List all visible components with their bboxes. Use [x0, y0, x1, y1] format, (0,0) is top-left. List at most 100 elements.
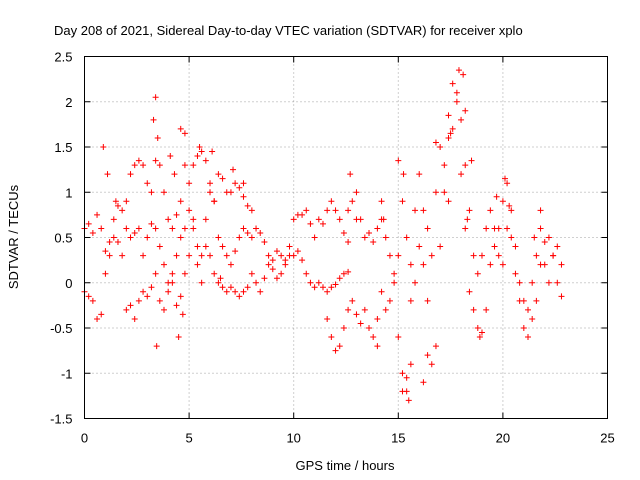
data-point: [374, 343, 381, 350]
x-tick-label: 5: [185, 431, 192, 446]
data-point: [512, 270, 519, 277]
x-tick-label: 0: [81, 431, 88, 446]
data-point: [407, 361, 414, 368]
y-tick-label: 2.5: [54, 50, 72, 65]
data-point: [173, 211, 180, 218]
data-point: [441, 162, 448, 169]
chart-title: Day 208 of 2021, Sidereal Day-to-day VTE…: [54, 23, 523, 38]
data-point: [169, 279, 176, 286]
x-tick-label: 15: [391, 431, 405, 446]
data-point: [487, 261, 494, 268]
data-point: [533, 297, 540, 304]
data-point: [420, 207, 427, 214]
data-point: [106, 252, 113, 259]
data-point: [232, 288, 239, 295]
data-point: [525, 306, 532, 313]
data-point: [177, 125, 184, 132]
data-point: [181, 225, 188, 232]
data-point: [110, 234, 117, 241]
data-point: [177, 198, 184, 205]
data-point: [370, 334, 377, 341]
data-point: [391, 279, 398, 286]
data-point: [508, 234, 515, 241]
data-point: [483, 306, 490, 313]
data-point: [432, 343, 439, 350]
data-point: [282, 261, 289, 268]
data-point: [311, 234, 318, 241]
data-point: [131, 162, 138, 169]
data-point: [462, 225, 469, 232]
data-point: [395, 157, 402, 164]
data-point: [380, 216, 387, 223]
data-point: [257, 288, 264, 295]
data-point: [416, 243, 423, 250]
data-point: [240, 180, 247, 187]
data-point: [541, 261, 548, 268]
data-point: [499, 261, 506, 268]
data-point: [165, 288, 172, 295]
data-point: [299, 257, 306, 264]
data-point: [114, 239, 121, 246]
data-point: [361, 306, 368, 313]
series-1: [81, 148, 255, 255]
data-point: [516, 279, 523, 286]
data-point: [407, 261, 414, 268]
data-point: [153, 343, 160, 350]
data-point: [131, 315, 138, 322]
data-point: [169, 225, 176, 232]
data-point: [265, 261, 272, 268]
data-point: [445, 198, 452, 205]
data-point: [240, 288, 247, 295]
data-point: [299, 211, 306, 218]
data-point: [455, 67, 462, 74]
data-point: [345, 207, 352, 214]
data-point: [290, 216, 297, 223]
data-point: [391, 270, 398, 277]
data-point: [181, 270, 188, 277]
data-point: [332, 281, 339, 288]
data-point: [232, 180, 239, 187]
data-point: [102, 270, 109, 277]
data-point: [198, 148, 205, 155]
data-point: [400, 171, 407, 178]
data-point: [529, 315, 536, 322]
data-point: [198, 252, 205, 259]
data-point: [445, 134, 452, 141]
data-point: [223, 288, 230, 295]
data-point: [319, 284, 326, 291]
data-point: [294, 248, 301, 255]
data-point: [420, 261, 427, 268]
data-point: [399, 388, 406, 395]
data-point: [470, 306, 477, 313]
data-point: [412, 207, 419, 214]
data-point: [100, 144, 107, 150]
data-point: [186, 207, 193, 214]
data-point: [424, 225, 431, 232]
data-point: [240, 193, 247, 200]
data-point: [558, 293, 565, 300]
data-point: [378, 198, 385, 205]
data-point: [361, 234, 368, 241]
data-point: [328, 198, 335, 205]
data-point: [211, 270, 218, 277]
data-point: [349, 198, 356, 205]
data-point: [265, 252, 272, 259]
data-point: [223, 252, 230, 259]
data-point: [85, 293, 92, 300]
data-point: [286, 243, 293, 250]
data-point: [345, 239, 352, 246]
data-point: [227, 284, 234, 291]
data-point: [148, 284, 155, 291]
data-point: [196, 144, 203, 150]
data-point: [366, 229, 373, 236]
data-point: [167, 153, 174, 160]
data-point: [248, 207, 255, 214]
data-point: [194, 243, 201, 250]
data-point: [428, 252, 435, 259]
data-point: [123, 306, 130, 313]
data-point: [332, 347, 339, 354]
data-point: [236, 293, 243, 300]
y-tick-label: -1.5: [50, 412, 72, 427]
data-point: [353, 311, 360, 318]
